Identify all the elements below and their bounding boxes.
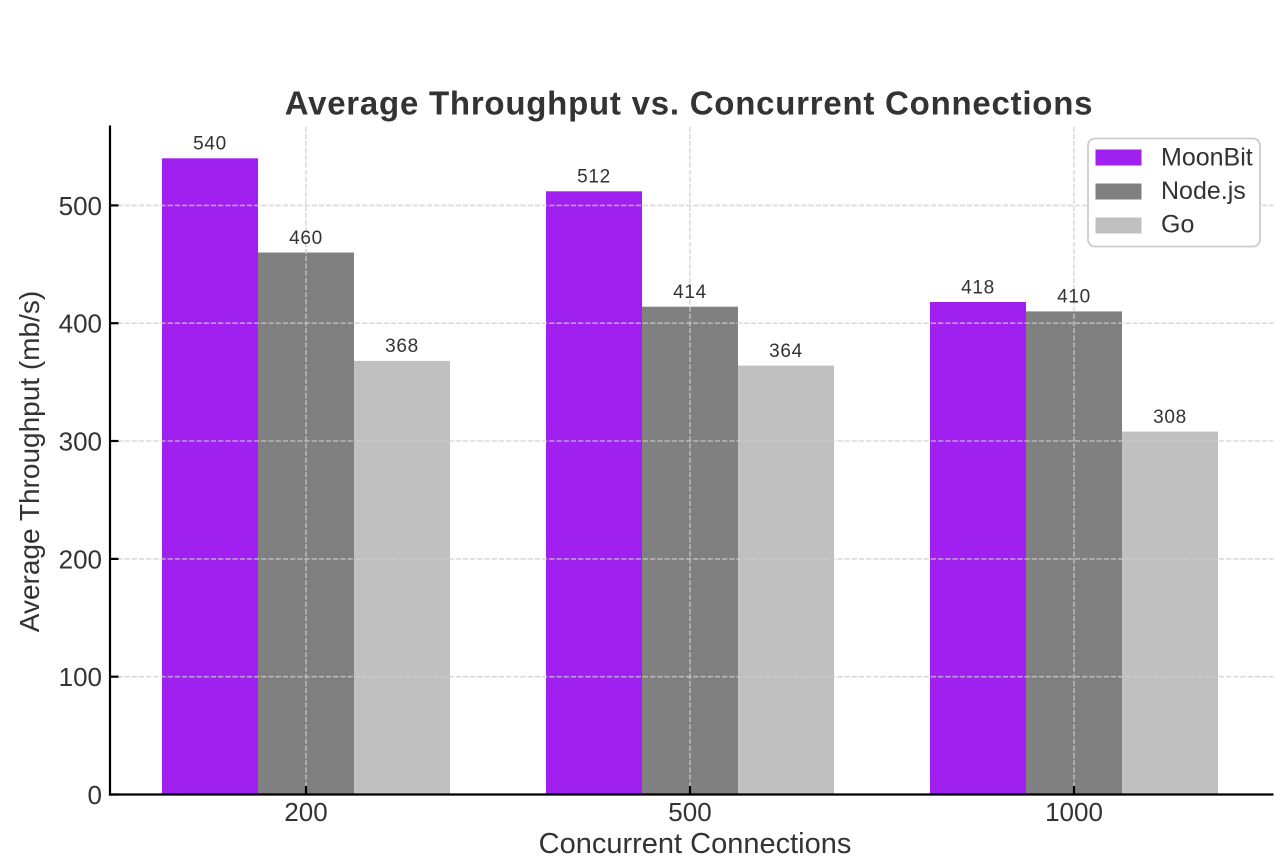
svg-text:460: 460 [289,228,323,249]
svg-text:500: 500 [668,797,711,827]
svg-text:368: 368 [385,336,419,357]
svg-text:512: 512 [577,167,611,188]
svg-text:410: 410 [1057,287,1091,308]
svg-text:1000: 1000 [1045,797,1103,827]
svg-text:Average Throughput (mb/s): Average Throughput (mb/s) [14,291,45,632]
svg-text:100: 100 [59,662,102,692]
svg-text:500: 500 [59,191,102,221]
svg-text:200: 200 [284,797,327,827]
svg-text:308: 308 [1153,407,1187,428]
svg-text:414: 414 [673,282,707,303]
svg-text:Concurrent Connections: Concurrent Connections [539,828,852,860]
svg-text:364: 364 [769,341,803,362]
svg-text:418: 418 [961,277,995,298]
svg-text:MoonBit: MoonBit [1161,144,1253,172]
svg-text:540: 540 [193,134,227,155]
svg-text:300: 300 [59,427,102,457]
svg-text:Node.js: Node.js [1161,177,1246,205]
svg-text:400: 400 [59,309,102,339]
svg-text:200: 200 [59,544,102,574]
svg-text:Average Throughput vs. Concurr: Average Throughput vs. Concurrent Connec… [285,85,1094,122]
svg-text:Go: Go [1161,211,1194,239]
svg-text:0: 0 [88,780,102,810]
